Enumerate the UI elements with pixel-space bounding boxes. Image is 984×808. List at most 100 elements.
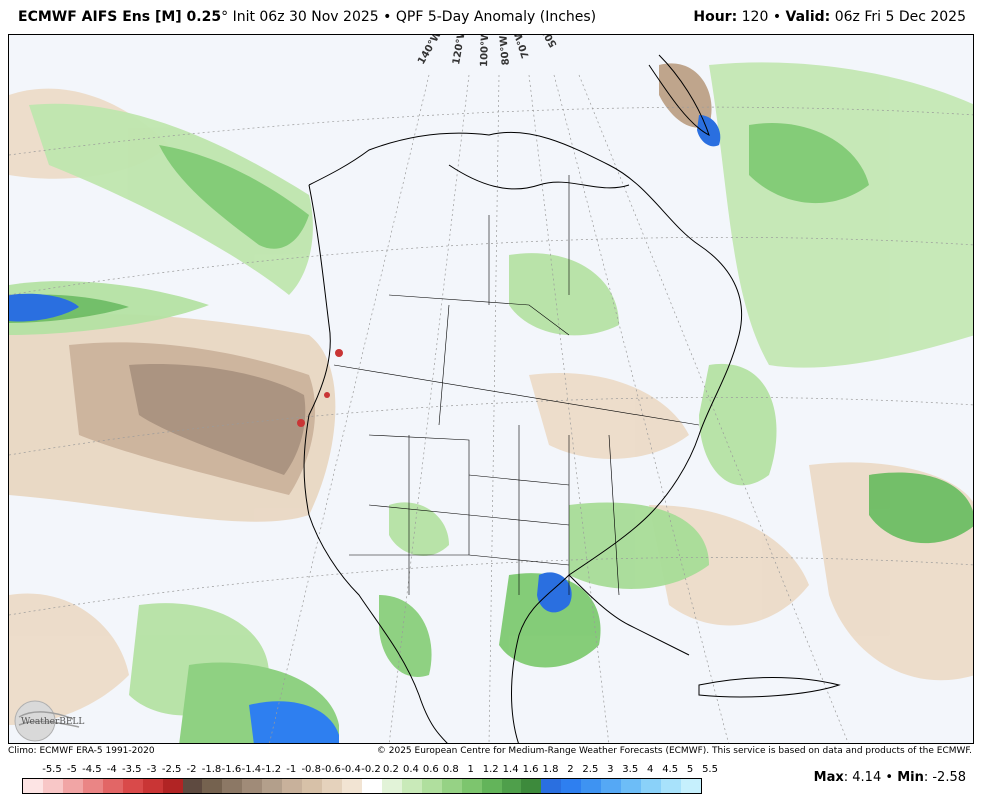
legend-label: 3.5 (622, 764, 639, 775)
legend-label: 2 (567, 764, 574, 775)
legend-swatch (461, 779, 482, 793)
legend-label: -0.2 (361, 764, 381, 775)
legend-label: -4 (106, 764, 117, 775)
legend-label: -1 (286, 764, 297, 775)
legend-swatch (282, 779, 303, 793)
legend-swatch (661, 779, 681, 793)
climo-credit: Climo: ECMWF ERA-5 1991-2020 (8, 746, 155, 756)
legend-swatch (342, 779, 362, 793)
product-name: QPF 5-Day Anomaly (Inches) (395, 9, 597, 25)
legend-label: -0.6 (321, 764, 341, 775)
continent-outlines (303, 54, 841, 743)
init-time: Init 06z 30 Nov 2025 (232, 9, 379, 25)
legend-label: 0.6 (422, 764, 439, 775)
copyright-credit: © 2025 European Centre for Medium-Range … (376, 746, 972, 756)
legend-labels: -5.5 -5 -4.5 -4 -3.5 -3 -2.5 -2 -1.8 -1.6 -1.4 -1.2… (22, 764, 718, 778)
anomaly-map: 140°W 120°W 100°W 80°W 70°W 50°W (9, 35, 973, 743)
legend-swatch (62, 779, 83, 793)
hour-value: 120 (741, 9, 769, 25)
strong-dry-spots (297, 349, 343, 427)
logo-text: WeatherBELL (21, 717, 84, 727)
valid-separator: • (772, 9, 782, 25)
legend-swatch (222, 779, 243, 793)
legend-label: 1.2 (482, 764, 499, 775)
stats-bullet: • (885, 770, 894, 785)
legend-label: -2 (186, 764, 197, 775)
max-min-stats: Max: 4.14 • Min: -2.58 (813, 770, 966, 785)
map-panel: 140°W 120°W 100°W 80°W 70°W 50°W Weather… (8, 34, 974, 744)
legend-swatch (401, 779, 422, 793)
legend-label: 3 (607, 764, 614, 775)
valid-label: Valid: (785, 9, 831, 25)
legend-label: -1.2 (261, 764, 282, 775)
legend-label: 2.5 (582, 764, 599, 775)
wet-anomaly-regions (9, 62, 973, 743)
legend-label: -1.4 (241, 764, 262, 775)
legend-swatch (641, 779, 661, 793)
degree-symbol: ° (221, 9, 229, 25)
title-left: ECMWF AIFS Ens [M] 0.25° Init 06z 30 Nov… (18, 0, 596, 34)
legend-label: 1.4 (502, 764, 519, 775)
legend-swatch (561, 779, 582, 793)
legend-swatch (441, 779, 462, 793)
min-value: -2.58 (932, 770, 966, 785)
legend-label: 4.5 (662, 764, 679, 775)
legend-swatch (541, 779, 562, 793)
legend-label: 0.4 (402, 764, 419, 775)
legend-swatch (521, 779, 542, 793)
min-label: Min (897, 770, 924, 785)
legend-swatch (601, 779, 622, 793)
legend-swatch (322, 779, 342, 793)
legend-swatch (421, 779, 442, 793)
legend-label: 0.8 (442, 764, 459, 775)
legend-label: -0.4 (341, 764, 361, 775)
weatherbell-logo: WeatherBELL (14, 700, 84, 742)
legend-label: -5 (66, 764, 77, 775)
title-right: Hour: 120 • Valid: 06z Fri 5 Dec 2025 (693, 0, 966, 34)
legend-label: 1.6 (522, 764, 539, 775)
legend-swatch (361, 779, 382, 793)
lon-label-100w: 100°W (479, 35, 491, 67)
legend-label: -4.5 (82, 764, 102, 775)
legend-swatch (202, 779, 223, 793)
legend-label: -1.8 (201, 764, 222, 775)
legend-swatch (142, 779, 163, 793)
legend-label: 1 (467, 764, 474, 775)
political-borders (333, 175, 700, 596)
legend-label: -1.6 (221, 764, 242, 775)
legend-swatch (381, 779, 402, 793)
legend-swatch (42, 779, 63, 793)
legend-swatch (501, 779, 522, 793)
max-value: 4.14 (852, 770, 882, 785)
legend-swatch (82, 779, 103, 793)
legend-label: -3.5 (121, 764, 142, 775)
legend-swatch (581, 779, 602, 793)
legend-label: -0.8 (301, 764, 321, 775)
color-legend: -5.5 -5 -4.5 -4 -3.5 -3 -2.5 -2 -1.8 -1.6 -1.4 -1.2… (22, 764, 718, 794)
title-bar: ECMWF AIFS Ens [M] 0.25° Init 06z 30 Nov… (0, 0, 984, 34)
legend-swatch (302, 779, 323, 793)
valid-value: 06z Fri 5 Dec 2025 (834, 9, 966, 25)
legend-label: 0.2 (383, 764, 399, 775)
legend-swatch (621, 779, 642, 793)
legend-label: -2.5 (161, 764, 182, 775)
dry-anomaly-regions (9, 63, 973, 725)
model-name: ECMWF AIFS Ens [M] 0.25 (18, 9, 222, 25)
legend-swatch (122, 779, 143, 793)
hour-label: Hour: (693, 9, 738, 25)
legend-label: 1.8 (542, 764, 559, 775)
legend-swatch (242, 779, 263, 793)
legend-label: -3 (146, 764, 157, 775)
legend-swatch (262, 779, 283, 793)
title-separator: • (383, 9, 392, 25)
legend-label: 5.5 (702, 764, 718, 775)
heavy-wet-spots (9, 115, 721, 743)
legend-label: 5 (686, 764, 694, 775)
legend-swatch (102, 779, 123, 793)
max-label: Max (813, 770, 844, 785)
legend-label: -5.5 (42, 764, 62, 775)
legend-label: 4 (647, 764, 654, 775)
lon-label-80w: 80°W (498, 35, 512, 66)
legend-swatch (162, 779, 183, 793)
legend-swatch (182, 779, 203, 793)
